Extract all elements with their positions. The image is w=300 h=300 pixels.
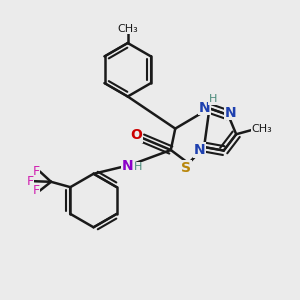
Text: N: N bbox=[225, 106, 236, 120]
Text: S: S bbox=[181, 161, 191, 175]
Text: H: H bbox=[134, 162, 142, 172]
Text: F: F bbox=[27, 175, 34, 188]
Text: CH₃: CH₃ bbox=[117, 24, 138, 34]
Text: F: F bbox=[33, 165, 40, 178]
Text: F: F bbox=[33, 184, 40, 197]
Text: O: O bbox=[131, 128, 142, 142]
Text: H: H bbox=[209, 94, 217, 104]
Text: N: N bbox=[122, 159, 134, 173]
Text: CH₃: CH₃ bbox=[251, 124, 272, 134]
Text: N: N bbox=[194, 143, 206, 157]
Text: N: N bbox=[198, 101, 210, 115]
